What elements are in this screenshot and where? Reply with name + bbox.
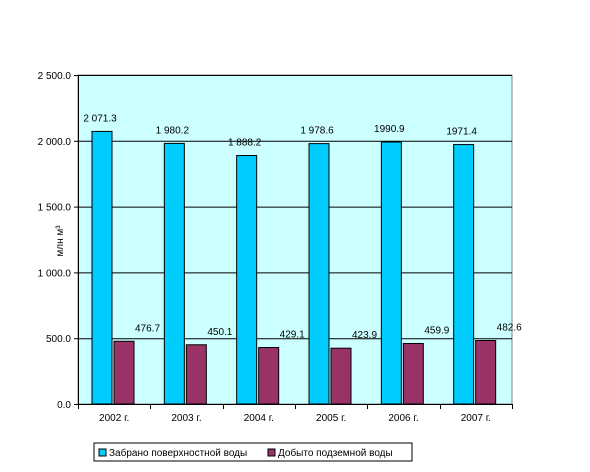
y-axis: 0.0 500.0 1 000.0 1 500.0 2 000.0 2 500.0 (38, 71, 79, 411)
x-tick-label: 2007 г. (461, 413, 491, 424)
data-label: 1 888.2 (228, 138, 262, 149)
y-tick-label: 1 500.0 (38, 203, 72, 214)
x-axis: 2002 г. 2003 г. 2004 г. 2005 г. 2006 г. 2007 … (78, 404, 513, 424)
bar-ground-water (185, 344, 207, 405)
bar-ground-water (475, 339, 497, 405)
legend-label-ground: Добыто подземной воды (278, 447, 393, 459)
legend-frame (93, 442, 413, 462)
y-tick-label: 1 000.0 (38, 268, 72, 279)
data-label: 429.1 (280, 330, 305, 341)
plot-background (77, 74, 513, 405)
data-label: 1990.9 (374, 124, 405, 135)
bar-surface-water (380, 141, 402, 405)
data-label: 476.7 (135, 323, 160, 334)
x-tick-label: 2006 г. (388, 413, 418, 424)
legend-swatch-ground (267, 448, 276, 457)
bar-surface-water (163, 142, 185, 405)
bars (91, 130, 497, 405)
plot-area (77, 74, 513, 405)
bar-surface-water (236, 155, 258, 405)
data-label: 1971.4 (446, 127, 477, 138)
legend-swatch-surface (98, 448, 107, 457)
data-label: 450.1 (207, 327, 232, 338)
data-label: 423.9 (352, 330, 377, 341)
bar-ground-water (258, 347, 280, 405)
y-axis-title: млн м³ (55, 225, 66, 257)
y-tick-label: 0.0 (57, 400, 71, 411)
legend-label-surface: Забрано поверхностной воды (109, 447, 247, 459)
x-tick-label: 2005 г. (316, 413, 346, 424)
x-tick-label: 2004 г. (244, 413, 274, 424)
y-tick-label: 2 500.0 (38, 71, 72, 82)
data-label: 1 978.6 (300, 126, 334, 137)
x-tick-label: 2003 г. (171, 413, 201, 424)
data-label: 2 071.3 (83, 113, 117, 124)
bar-ground-water (330, 347, 352, 405)
bar-surface-water (91, 130, 113, 405)
data-label: 459.9 (424, 325, 449, 336)
bar-surface-water (453, 144, 475, 405)
legend: Забрано поверхностной воды Добыто подзем… (93, 442, 413, 462)
y-tick-label: 500.0 (46, 334, 71, 345)
data-labels: 2 071.3 1 980.2 1 888.2 1 978.6 1990.9 1971.4… (83, 113, 522, 341)
data-label: 482.6 (497, 322, 522, 333)
x-tick-label: 2002 г. (99, 413, 129, 424)
bar-ground-water (402, 342, 424, 405)
data-label: 1 980.2 (156, 125, 190, 136)
y-tick-label: 2 000.0 (38, 137, 72, 148)
bar-ground-water (113, 340, 135, 405)
bar-surface-water (308, 143, 330, 405)
